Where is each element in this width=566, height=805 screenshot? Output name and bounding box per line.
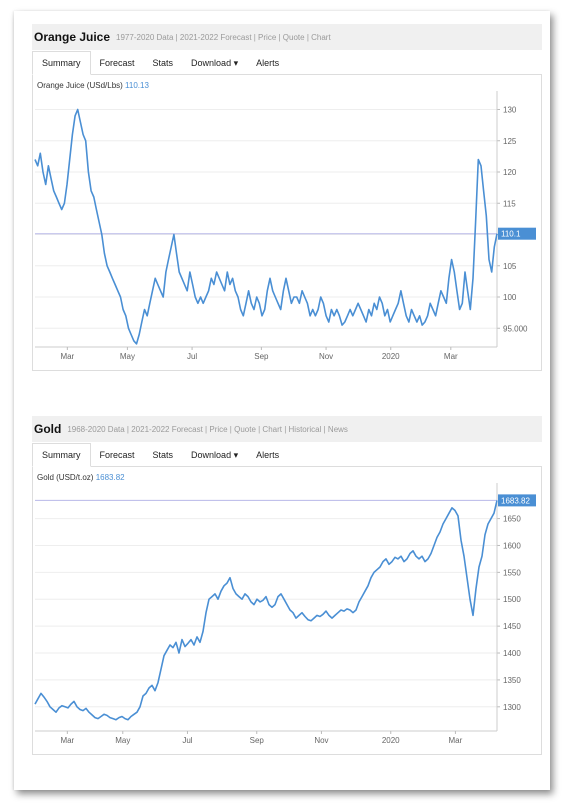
tab-bar: Summary Forecast Stats Download ▾ Alerts	[32, 442, 542, 467]
x-tick-label: Nov	[319, 352, 333, 361]
legend-label: Orange Juice (USd/Lbs) 110.13	[37, 81, 149, 90]
x-tick-label: Mar	[60, 736, 74, 745]
tab-forecast[interactable]: Forecast	[99, 450, 135, 460]
y-tick-label: 120	[503, 168, 517, 177]
y-tick-label: 95.000	[503, 324, 528, 333]
legend-value: 110.13	[125, 81, 149, 90]
y-tick-label: 115	[503, 199, 516, 208]
current-price-badge-text: 1683.82	[501, 496, 530, 505]
tab-stats[interactable]: Stats	[152, 58, 174, 68]
y-tick-label: 105	[503, 262, 517, 271]
x-tick-label: 2020	[382, 352, 400, 361]
x-tick-label: Jul	[182, 736, 192, 745]
legend-label: Gold (USD/t.oz) 1683.82	[37, 473, 125, 482]
y-tick-label: 1500	[503, 595, 521, 604]
title-bar: Gold 1968-2020 Data | 2021-2022 Forecast…	[32, 416, 542, 442]
series-line	[34, 108, 498, 345]
y-tick-label: 100	[503, 293, 517, 302]
tab-bar: Summary Forecast Stats Download ▾ Alerts	[32, 50, 542, 75]
x-tick-label: Mar	[444, 352, 458, 361]
y-tick-label: 1550	[503, 568, 521, 577]
tab-forecast[interactable]: Forecast	[99, 58, 135, 68]
x-tick-label: Sep	[254, 352, 269, 361]
x-tick-label: May	[120, 352, 135, 361]
y-tick-label: 1350	[503, 676, 521, 685]
orange-juice-chart[interactable]: Orange Juice (USd/Lbs) 110.13 95.000 100 10…	[33, 75, 541, 365]
x-tick-label: May	[115, 736, 130, 745]
tab-summary[interactable]: Summary	[32, 443, 91, 467]
panel-title: Gold	[34, 422, 62, 436]
orange-juice-panel: Orange Juice 1977-2020 Data | 2021-2022 …	[32, 24, 542, 371]
tab-download[interactable]: Download ▾	[191, 58, 239, 68]
panel-links[interactable]: 1968-2020 Data | 2021-2022 Forecast | Pr…	[67, 424, 348, 434]
panel-links[interactable]: 1977-2020 Data | 2021-2022 Forecast | Pr…	[116, 32, 331, 42]
gold-chart[interactable]: Gold (USD/t.oz) 1683.82 1300 1350 1400 1450 1…	[33, 467, 541, 749]
x-tick-label: Mar	[60, 352, 74, 361]
current-price-badge	[498, 227, 536, 240]
tab-stats[interactable]: Stats	[152, 450, 174, 460]
x-tick-label: 2020	[382, 736, 400, 745]
tab-download[interactable]: Download ▾	[191, 450, 239, 460]
y-tick-label: 1400	[503, 649, 521, 658]
y-tick-label: 1450	[503, 622, 521, 631]
y-tick-label: 1650	[503, 515, 521, 524]
y-tick-label: 1600	[503, 541, 521, 550]
tab-alerts[interactable]: Alerts	[256, 58, 280, 68]
tab-alerts[interactable]: Alerts	[256, 450, 280, 460]
y-tick-label: 130	[503, 106, 517, 115]
x-tick-label: Mar	[449, 736, 463, 745]
x-tick-label: Nov	[314, 736, 328, 745]
gold-panel: Gold 1968-2020 Data | 2021-2022 Forecast…	[32, 416, 542, 755]
x-tick-label: Jul	[187, 352, 197, 361]
chart-area: Gold (USD/t.oz) 1683.82 1300 1350 1400 1450 1…	[32, 467, 542, 755]
panel-title: Orange Juice	[34, 30, 111, 44]
y-tick-label: 125	[503, 137, 517, 146]
legend-value: 1683.82	[96, 473, 125, 482]
title-bar: Orange Juice 1977-2020 Data | 2021-2022 …	[32, 24, 542, 50]
current-price-badge-text: 110.1	[501, 230, 521, 239]
chart-area: Orange Juice (USd/Lbs) 110.13 95.000 100 10…	[32, 75, 542, 371]
current-price-badge	[498, 494, 536, 507]
tab-summary[interactable]: Summary	[32, 51, 91, 75]
series-line	[34, 500, 498, 721]
x-tick-label: Sep	[250, 736, 265, 745]
y-tick-label: 1300	[503, 703, 521, 712]
